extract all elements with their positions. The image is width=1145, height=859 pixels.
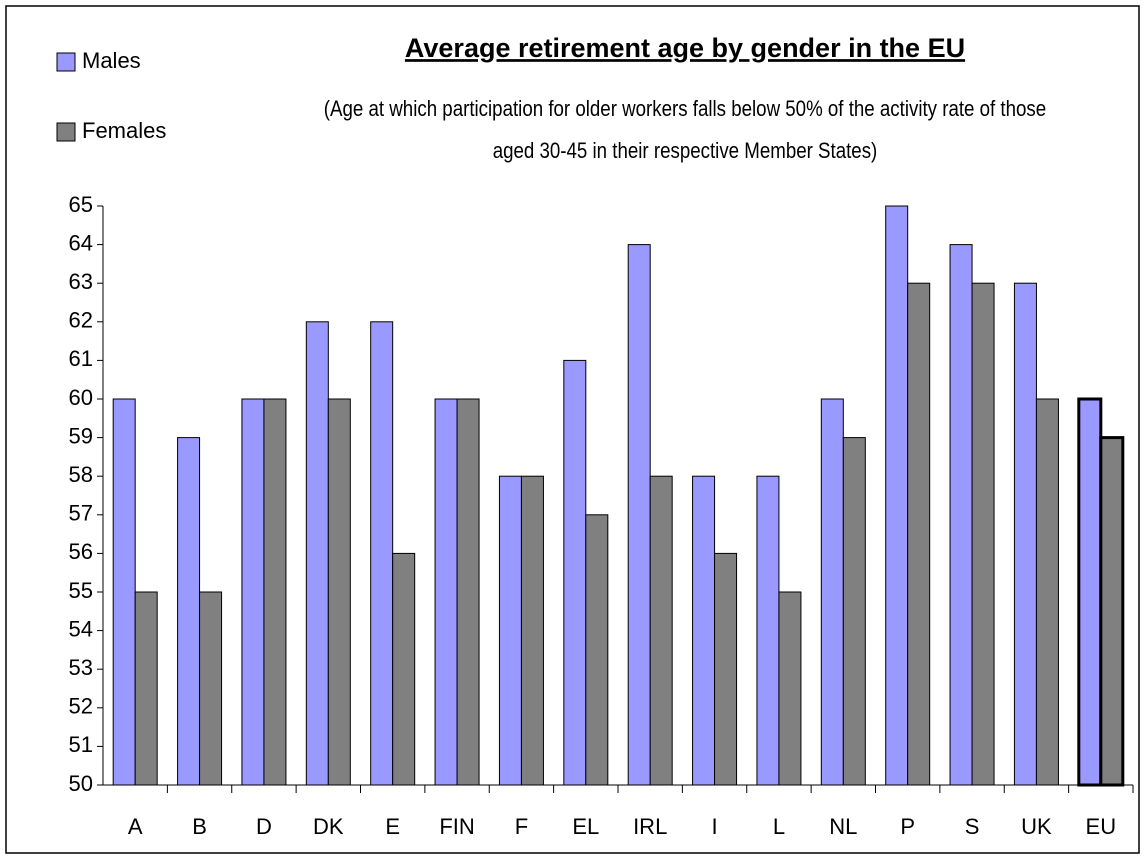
y-tick-label: 51	[69, 732, 93, 757]
y-tick-label: 55	[69, 578, 93, 603]
bar	[392, 552, 416, 786]
bar	[627, 244, 651, 786]
bar	[714, 552, 738, 786]
bar	[134, 591, 158, 786]
y-tick-label: 56	[69, 539, 93, 564]
bar	[177, 437, 201, 786]
y-tick-label: 50	[69, 771, 93, 796]
legend-swatch	[56, 122, 76, 142]
bar	[778, 591, 802, 786]
x-tick-label: DK	[313, 814, 344, 839]
bar	[263, 398, 287, 786]
y-tick-label: 62	[69, 308, 93, 333]
x-tick-label: F	[515, 814, 528, 839]
y-tick-label: 53	[69, 655, 93, 680]
bar	[1077, 397, 1103, 787]
chart-subtitle: (Age at which participation for older wo…	[323, 96, 1047, 163]
bar	[434, 398, 458, 786]
legend-swatch	[56, 52, 76, 72]
y-tick-label: 58	[69, 462, 93, 487]
legend-label: Females	[82, 118, 166, 143]
bar	[885, 205, 909, 786]
bar	[241, 398, 265, 786]
x-tick-label: D	[256, 814, 272, 839]
legend-label: Males	[82, 48, 141, 73]
x-tick-label: EL	[572, 814, 599, 839]
x-tick-label: B	[192, 814, 207, 839]
x-tick-label: EU	[1086, 814, 1117, 839]
x-tick-label: L	[773, 814, 785, 839]
x-tick-label: FIN	[439, 814, 474, 839]
x-tick-label: P	[900, 814, 915, 839]
y-tick-label: 59	[69, 423, 93, 448]
bar	[370, 321, 394, 786]
bar	[498, 475, 522, 786]
x-tick-label: IRL	[633, 814, 667, 839]
bar	[692, 475, 716, 786]
bar	[563, 359, 587, 786]
y-tick-label: 60	[69, 385, 93, 410]
y-tick-label: 64	[69, 230, 93, 255]
y-tick-label: 65	[69, 192, 93, 217]
x-tick-label: UK	[1021, 814, 1052, 839]
bar	[585, 514, 609, 786]
chart-title: Average retirement age by gender in the …	[405, 33, 965, 63]
bar	[971, 282, 995, 786]
bar	[199, 591, 223, 786]
bar	[520, 475, 544, 786]
bar	[649, 475, 673, 786]
bar	[842, 437, 866, 786]
y-tick-label: 61	[69, 346, 93, 371]
bar	[305, 321, 329, 786]
bar	[112, 398, 136, 786]
y-tick-label: 54	[69, 616, 93, 641]
y-tick-label: 63	[69, 269, 93, 294]
x-tick-label: NL	[829, 814, 857, 839]
bar	[1013, 282, 1037, 786]
bar	[327, 398, 351, 786]
bar	[456, 398, 480, 786]
y-tick-label: 57	[69, 501, 93, 526]
x-tick-label: A	[128, 814, 143, 839]
x-tick-label: E	[385, 814, 400, 839]
bar	[949, 244, 973, 786]
bar	[1099, 436, 1125, 787]
bar	[820, 398, 844, 786]
x-tick-label: I	[712, 814, 718, 839]
bar	[756, 475, 780, 786]
x-tick-label: S	[965, 814, 980, 839]
bar	[907, 282, 931, 786]
bar	[1035, 398, 1059, 786]
y-tick-label: 52	[69, 694, 93, 719]
